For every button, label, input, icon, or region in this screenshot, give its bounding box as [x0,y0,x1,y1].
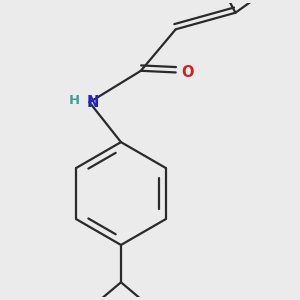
Text: H: H [69,94,80,107]
Text: O: O [181,65,194,80]
Text: N: N [87,95,99,110]
